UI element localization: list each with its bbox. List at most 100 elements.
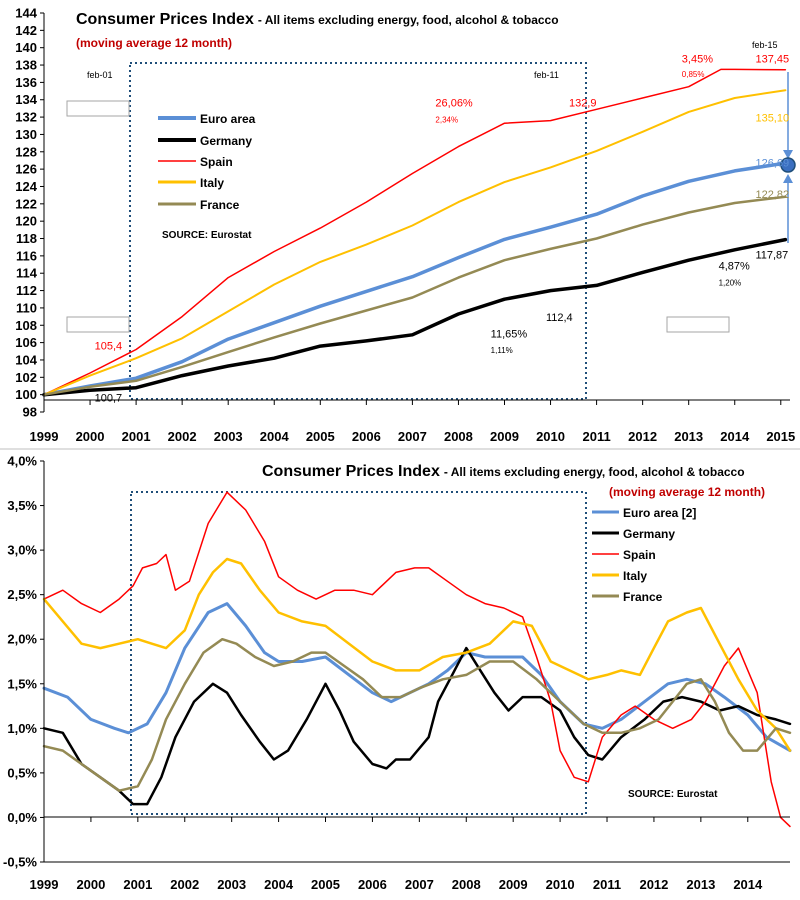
y-tick-label: 114 [16,266,38,281]
x-tick-label: 2005 [306,429,335,444]
period-marker: feb-01 [87,70,113,80]
x-tick-label: 2008 [452,877,481,892]
empty-label-box [66,316,130,333]
x-tick-label: 2009 [490,429,519,444]
cpi-rate-chart: -0,5% 0,0% 0,5% 1,0% 1,5% 2,0% 2,5% 3,0% 3,5% 4,0… [3,454,792,892]
legend: Euro area Germany Spain Italy France [158,112,256,212]
y-tick-label: 2,0% [7,632,37,647]
series-line-spain [43,68,787,396]
series-line-euro-area-2 [42,602,792,753]
x-tick-label: 2001 [122,429,151,444]
data-label: 1,11% [491,346,513,355]
x-tick-label: 2011 [593,877,621,892]
x-tick-label: 2011 [582,429,610,444]
marker-dot [780,157,796,173]
x-tick-label: 2008 [444,429,473,444]
legend-entry: Spain [623,548,656,562]
x-tick-label: 2007 [398,429,427,444]
legend-entry: France [200,198,240,212]
y-tick-label: 1,5% [7,676,37,691]
x-tick-label: 2010 [546,877,575,892]
chart-title: Consumer Prices Index - All items excludi… [262,463,745,480]
x-tick-label: 2009 [499,877,528,892]
period-highlight-box [130,491,587,815]
legend-entry: Euro area [200,112,256,126]
y-tick-label: 112 [16,283,37,298]
y-tick-label: 106 [15,335,37,350]
y-tick-label: 116 [16,248,37,263]
legend: Euro area [2] Germany Spain Italy France [592,506,696,604]
x-tick-label: 2013 [674,429,703,444]
series-line-france [42,195,787,396]
gap-arrow [780,72,796,243]
period-marker: feb-15 [752,40,778,50]
x-tick-label: 2004 [260,429,290,444]
y-tick-label: 128 [15,144,37,159]
x-tick-label: 2014 [733,877,763,892]
y-tick-label: 120 [15,214,37,229]
x-tick-label: 2000 [76,877,105,892]
x-tick-label: 2003 [214,429,243,444]
x-tick-label: 2006 [358,877,387,892]
y-tick-label: 138 [15,58,37,73]
data-label: 112,4 [546,312,573,324]
series-line-euro-area [42,161,788,397]
chart-title-main: Consumer Prices Index [76,11,254,28]
legend-entry: Italy [200,176,224,190]
period-marker: feb-11 [534,70,559,80]
x-tick-label: 2010 [536,429,565,444]
data-label: 117,87 [755,249,788,261]
x-tick-label: 1999 [30,877,59,892]
legend-entry: Germany [623,527,675,541]
x-tick-label: 2004 [264,877,294,892]
y-tick-label: 140 [15,40,37,55]
y-tick-label: 122 [15,196,37,211]
empty-label-box [66,100,130,117]
y-tick-label: 0,5% [7,765,37,780]
data-label: 1,20% [719,278,742,287]
source-note: SOURCE: Eurostat [162,230,252,241]
y-tick-label: 136 [15,75,37,90]
chart-title: Consumer Prices Index - All items excludi… [76,11,559,28]
cpi-index-chart: 98 100 102 104 106 108 110 112 114 116 118 120 122 12… [15,6,796,444]
x-tick-label: 2006 [352,429,381,444]
x-tick-label: 2001 [123,877,152,892]
y-tick-label: -0,5% [3,855,37,870]
y-tick-label: 100 [15,387,37,402]
data-label: 2,34% [435,115,458,124]
data-label: 137,45 [755,53,789,65]
y-tick-label: 102 [15,370,37,385]
series-line-germany [42,646,792,806]
data-label: 122,82 [755,189,789,201]
legend-entry: Euro area [2] [623,506,696,520]
y-tick-label: 132 [15,110,37,125]
y-tick-label: 134 [15,92,37,107]
chart-title-suffix: - All items excluding energy, food, alco… [258,13,559,27]
data-label: 105,4 [95,341,123,353]
data-label: 4,87% [719,261,750,273]
data-label: 26,06% [435,98,473,110]
data-label: 132,9 [569,98,597,110]
y-tick-label: 126 [15,162,37,177]
legend-entry: France [623,590,663,604]
x-tick-label: 2003 [217,877,246,892]
data-label: 3,45% [682,53,713,65]
x-tick-label: 2012 [639,877,668,892]
data-label: 126,69 [755,158,789,170]
y-tick-label: 124 [15,179,37,194]
y-tick-label: 4,0% [7,454,37,469]
legend-entry: Germany [200,134,252,148]
x-tick-label: 2002 [168,429,197,444]
x-tick-label: 2012 [628,429,657,444]
y-tick-label: 110 [16,300,37,315]
y-tick-label: 130 [15,127,37,142]
y-tick-label: 108 [15,318,37,333]
y-tick-label: 3,0% [7,543,37,558]
y-tick-label: 1,0% [7,721,37,736]
series-line-spain [43,491,791,828]
x-tick-label: 2005 [311,877,340,892]
x-tick-label: 2015 [766,429,795,444]
data-label: 135,10 [755,112,789,124]
